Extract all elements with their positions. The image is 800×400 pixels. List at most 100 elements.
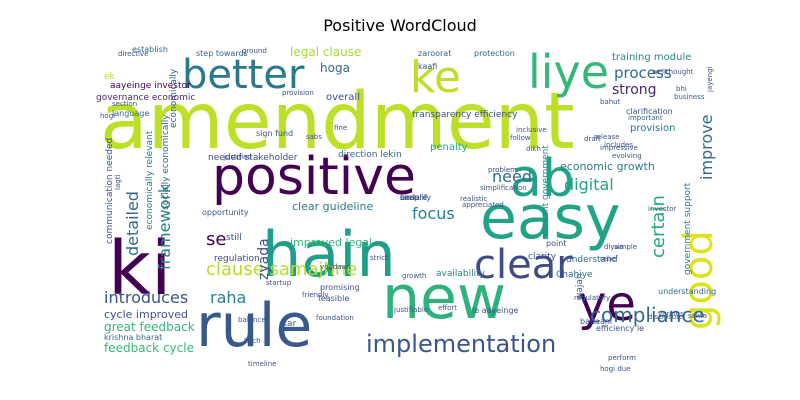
word-clarity: clarity: [528, 252, 557, 262]
word-lagti: lagti: [114, 175, 122, 190]
word-wellthought: wellthought: [652, 68, 694, 76]
word-communication-needed: communication needed: [105, 138, 115, 244]
word-aayeinge-investor: aayeinge investor: [110, 81, 191, 91]
word-feasible: feasible: [318, 294, 349, 303]
word-important: important: [628, 114, 663, 122]
word-simple: simple: [614, 243, 637, 251]
word-various: various: [658, 310, 684, 318]
word-sign-fund: sign fund: [256, 129, 293, 138]
word-friendly: friendly: [302, 291, 329, 299]
word-hogi-due: hogi due: [600, 365, 631, 373]
word-provision: provision: [282, 89, 314, 97]
word-ensure: ensure: [400, 193, 427, 202]
word-strict: strict: [370, 254, 388, 262]
word-growth: growth: [402, 272, 426, 280]
word-efficiency-le: efficiency le: [596, 324, 644, 333]
word-implementation: implementation: [366, 330, 556, 358]
word-point: point: [546, 239, 566, 248]
word-evolving: evolving: [612, 152, 642, 160]
word-clarification: clarification: [626, 107, 673, 116]
word-better: better: [182, 52, 305, 98]
word-dikh: dikh: [526, 145, 541, 153]
word-need: need: [492, 167, 532, 186]
word-inclusive: inclusive: [516, 126, 547, 134]
word-se: se: [206, 229, 226, 250]
word-zyada: zyada: [256, 238, 272, 280]
word-economically: economically: [169, 68, 179, 128]
word-impressive: impressive: [600, 144, 638, 152]
word-step-towards: step towards: [196, 49, 248, 58]
word-perform: perform: [608, 354, 636, 362]
word-great-feedback: great feedback: [104, 320, 195, 334]
word-badaani: badaani: [580, 317, 612, 326]
word-overall: overall: [326, 92, 360, 103]
chart-title: Positive WordCloud: [323, 16, 477, 35]
word-understanding: understanding: [658, 287, 716, 296]
word-bahut: bahut: [600, 98, 621, 106]
word-provision: provision: [630, 123, 676, 134]
word-protection: protection: [474, 49, 515, 58]
word-economic-growth: economic growth: [560, 160, 655, 173]
word-directive: directive: [118, 50, 148, 58]
word-jayengi: jayengi: [706, 66, 714, 93]
word-clear: clear: [474, 242, 573, 288]
word-new: new: [382, 263, 506, 333]
word-governance-economic: governance economic: [96, 93, 195, 103]
word-socially-economically: socially economically: [161, 114, 171, 210]
word-needed-stakeholder: needed stakeholder: [208, 153, 298, 163]
word-compliance: compliance: [590, 303, 705, 327]
word-foundation: foundation: [316, 314, 354, 322]
word-kar: kar: [282, 319, 297, 329]
word-relevant-government: relevant government: [541, 145, 551, 240]
word-training-module: training module: [612, 52, 691, 63]
word-simplification: simplification: [480, 184, 527, 192]
word-regulation: regulation: [214, 254, 260, 264]
word-framework: framework: [155, 183, 174, 270]
word-detailed: detailed: [123, 191, 142, 256]
word-kuch: kuch: [244, 337, 261, 345]
word-chahiye: Chahiye: [556, 270, 593, 280]
word-kaafi: kaafi: [418, 62, 437, 71]
word-ye: ye: [578, 276, 636, 332]
word-includes: includes: [604, 141, 633, 149]
word-section: section: [112, 100, 137, 108]
word-regulatory: regulatory: [574, 294, 610, 302]
word-startup: startup: [266, 279, 292, 287]
word-ground: ground: [242, 47, 267, 55]
word-bada: bada: [400, 193, 420, 202]
word-process: process: [614, 64, 672, 82]
word-availability: availability: [436, 269, 486, 279]
word-cycle-improved: cycle improved: [104, 308, 188, 321]
word-simplify: simplify: [400, 193, 431, 202]
word-transparency-efficiency: transparency efficiency: [412, 110, 518, 120]
word-understand: understand: [566, 255, 618, 265]
word-balance: balance: [238, 316, 266, 324]
word-clause-samajhne: clause samajhne: [206, 259, 357, 280]
word-wajah: wajah: [575, 273, 585, 300]
word-krishna-bharat: krishna bharat: [104, 333, 162, 342]
word-opportunity: opportunity: [202, 208, 249, 217]
word-hain: hain: [262, 218, 396, 291]
word-rule: rule: [196, 291, 312, 361]
word-penalty: penalty: [430, 142, 468, 153]
word-hogi: hogi: [100, 112, 115, 120]
word-hoga: hoga: [320, 61, 350, 75]
word-follow: follow: [510, 134, 531, 142]
word-justifiable: justifiable: [393, 306, 428, 314]
word-ek: ek: [104, 72, 116, 82]
word-appreciated: appreciated: [462, 201, 504, 209]
word-liye: liye: [528, 45, 609, 99]
word-yogdaan: yogdaan: [320, 263, 350, 271]
word-establish: establish: [132, 45, 168, 54]
word-focus: focus: [412, 204, 455, 223]
word-raha: raha: [210, 288, 246, 307]
word-problem: problem: [488, 166, 517, 174]
word-business: business: [674, 93, 705, 101]
word-good: good: [676, 230, 722, 330]
word-government-support: government support: [683, 182, 693, 275]
word-ki: ki: [108, 226, 171, 312]
word-still: still: [226, 233, 242, 243]
word-introduces: introduces: [104, 288, 188, 307]
word-effort: effort: [438, 304, 457, 312]
word-improved-legal: improved legal: [290, 236, 372, 249]
